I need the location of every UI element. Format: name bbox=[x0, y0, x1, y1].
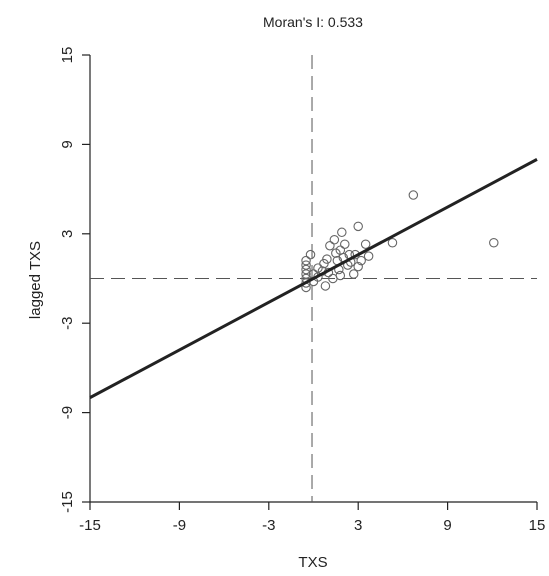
data-point bbox=[337, 227, 347, 238]
data-point bbox=[320, 281, 331, 291]
x-tick-label: 15 bbox=[529, 517, 546, 534]
y-tick-label: -9 bbox=[59, 406, 76, 419]
y-tick-label: 15 bbox=[59, 47, 76, 64]
y-tick-label: 9 bbox=[59, 140, 76, 148]
y-axis-label: lagged TXS bbox=[27, 241, 44, 319]
regression-line-group bbox=[89, 158, 538, 399]
data-point bbox=[408, 190, 419, 200]
x-tick-label: -3 bbox=[262, 517, 275, 534]
y-tick-label: -3 bbox=[59, 317, 76, 330]
data-point bbox=[340, 239, 350, 249]
data-point bbox=[322, 254, 332, 264]
chart-title: Moran's I: 0.533 bbox=[263, 14, 363, 30]
y-tick-label: 3 bbox=[59, 230, 76, 238]
data-point bbox=[363, 251, 374, 261]
data-point bbox=[360, 239, 371, 249]
data-point bbox=[387, 237, 398, 248]
x-tick-label: -15 bbox=[79, 517, 101, 534]
data-point bbox=[489, 237, 499, 248]
x-axis-label: TXS bbox=[298, 554, 327, 571]
data-point bbox=[301, 260, 311, 270]
data-point bbox=[325, 240, 335, 251]
y-tick-label: -15 bbox=[59, 491, 76, 513]
data-point bbox=[348, 269, 359, 279]
data-point bbox=[305, 249, 316, 260]
x-tick-label: 9 bbox=[443, 517, 451, 534]
regression-line bbox=[89, 158, 538, 399]
x-tick-label: 3 bbox=[354, 517, 362, 534]
data-point bbox=[301, 255, 311, 266]
x-tick-label: -9 bbox=[173, 517, 186, 534]
data-points bbox=[301, 190, 499, 293]
axes: -15 -9 -3 3 9 15 -15 -9 -3 3 9 15 bbox=[59, 47, 545, 534]
data-point bbox=[335, 270, 346, 281]
data-point bbox=[353, 261, 363, 272]
data-point bbox=[329, 235, 340, 245]
data-point bbox=[356, 255, 366, 266]
data-point bbox=[353, 221, 363, 232]
